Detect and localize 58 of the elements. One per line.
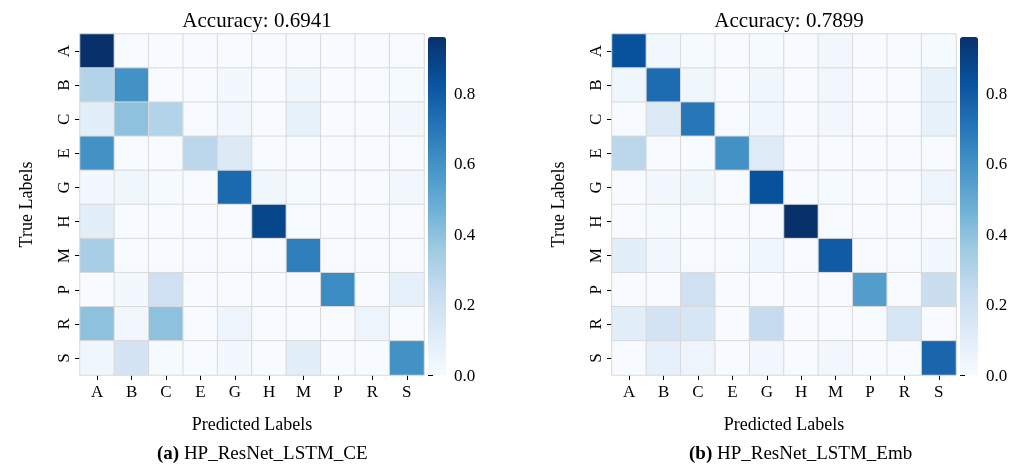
y-axis-title: True Labels [16,161,36,248]
x-tick-label: R [898,382,911,401]
y-tick-label: E [54,148,73,159]
y-tick-label: P [54,285,73,295]
y-tick-label: S [586,353,605,363]
chart-title: Accuracy: 0.6941 [182,7,332,32]
y-tick-label: A [54,44,73,58]
y-tick-label: B [54,79,73,91]
x-tick-label: G [760,382,773,401]
color-bar-label: 0.4 [986,224,1008,244]
y-tick-label: M [586,248,605,264]
color-bar-label: 0.4 [454,224,476,244]
x-tick-label: C [692,382,704,401]
color-bar-label: 0.8 [986,83,1008,103]
text: (a) HP_ResNet_LSTM_CE [157,442,368,464]
x-tick-label: B [125,382,138,401]
text: (b) HP_ResNet_LSTM_Emb [689,442,913,464]
color-bar-label: 0.2 [454,295,476,315]
y-tick-label: G [54,181,73,194]
y-tick-label: A [586,44,605,58]
color-bar-label: 0.8 [454,83,476,103]
color-bar-label: 0.6 [454,154,476,174]
x-tick-label: H [263,382,276,401]
y-tick-label: R [54,317,73,330]
x-tick-label: S [934,382,944,401]
x-tick-label: E [195,382,206,401]
y-tick-label: M [54,248,73,264]
x-tick-label: C [160,382,172,401]
y-tick-label: B [586,79,605,91]
color-bar-label: 0.0 [986,365,1008,385]
y-tick-label: S [54,353,73,363]
x-axis-title: Predicted Labels [723,414,845,434]
y-axis-title: True Labels [548,161,568,248]
color-bar-label: 0.2 [986,295,1008,315]
chart-title: Accuracy: 0.7899 [714,7,864,32]
x-tick-label: P [865,382,875,401]
x-tick-label: A [623,382,637,401]
color-bar-label: 0.6 [986,154,1008,174]
x-tick-label: M [296,382,312,401]
x-tick-label: H [795,382,808,401]
x-tick-label: R [366,382,379,401]
x-tick-label: A [91,382,105,401]
y-tick-label: E [586,148,605,159]
x-tick-label: B [657,382,670,401]
x-tick-label: G [228,382,241,401]
color-bar-label: 0.0 [454,365,476,385]
y-tick-label: R [586,317,605,330]
x-tick-label: E [727,382,738,401]
y-tick-label: P [586,285,605,295]
x-tick-label: M [828,382,844,401]
y-tick-label: C [54,113,73,125]
x-tick-label: S [402,382,412,401]
y-tick-label: H [586,215,605,228]
y-tick-label: H [54,215,73,228]
x-tick-label: P [333,382,343,401]
y-tick-label: C [586,113,605,125]
x-axis-title: Predicted Labels [191,414,313,434]
y-tick-label: G [586,181,605,194]
